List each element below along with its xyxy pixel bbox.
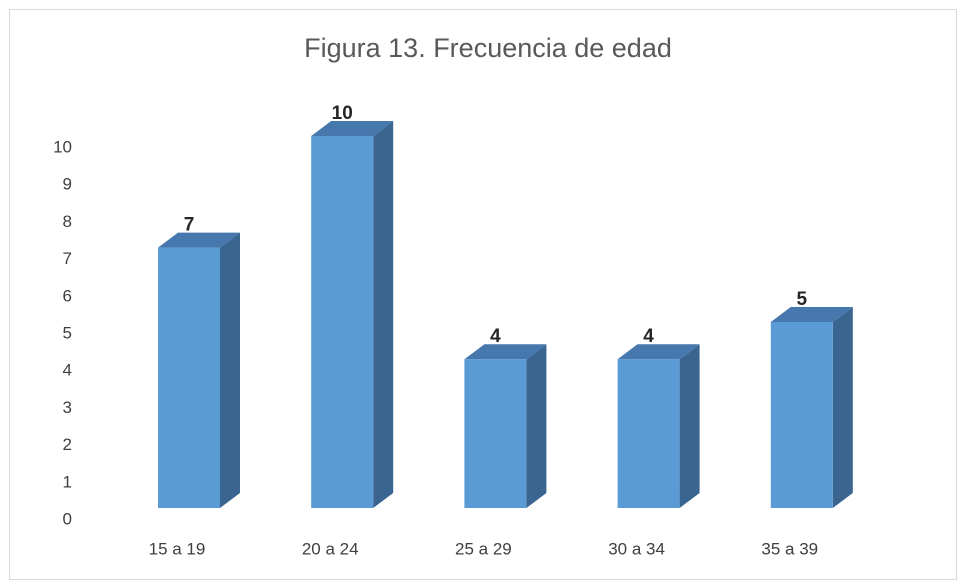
bar-side (526, 344, 547, 508)
y-tick-label: 4 (63, 361, 72, 380)
y-tick-label: 1 (63, 472, 72, 491)
bar-side (679, 344, 700, 508)
x-tick-label: 25 a 29 (455, 539, 512, 558)
data-label: 7 (184, 215, 195, 236)
bar-side (832, 307, 853, 508)
x-tick-label: 20 a 24 (302, 539, 359, 558)
x-tick-label: 30 a 34 (608, 539, 665, 558)
bar-top (464, 344, 547, 360)
y-tick-label: 7 (63, 249, 72, 268)
bar-top (617, 344, 700, 360)
data-label: 4 (643, 326, 654, 347)
y-tick-label: 6 (63, 286, 72, 305)
y-tick-label: 9 (63, 175, 72, 194)
x-tick-label: 35 a 39 (761, 539, 818, 558)
bar (617, 359, 680, 508)
x-tick-label: 15 a 19 (149, 539, 206, 558)
bar-top (311, 121, 394, 136)
bar-top (158, 232, 240, 248)
data-label: 5 (797, 289, 808, 310)
bar-side (220, 232, 240, 508)
y-tick-label: 5 (63, 323, 72, 342)
bar (311, 136, 374, 508)
y-tick-label: 2 (63, 435, 72, 454)
y-tick-label: 10 (53, 137, 72, 156)
bar (464, 359, 527, 508)
data-label: 10 (332, 103, 353, 124)
bar (158, 247, 220, 508)
bar-top (770, 307, 853, 322)
data-label: 4 (490, 326, 501, 347)
chart-title: Figura 13. Frecuencia de edad (304, 33, 672, 63)
bar (770, 322, 833, 508)
bar-side (373, 121, 394, 508)
y-tick-label: 3 (63, 398, 72, 417)
y-tick-label: 0 (63, 509, 72, 528)
y-tick-label: 8 (63, 212, 72, 231)
